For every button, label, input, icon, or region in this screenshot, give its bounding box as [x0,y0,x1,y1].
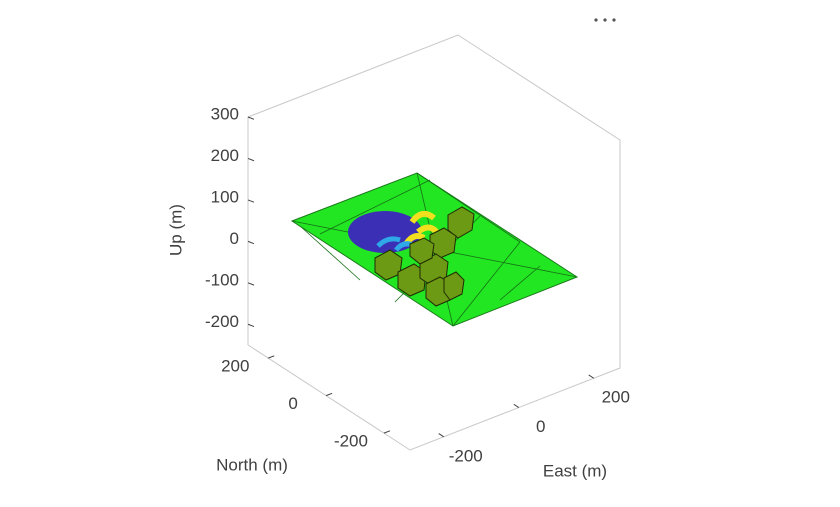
z-tick-label: 300 [211,104,239,123]
y-tick-label: 0 [288,394,297,413]
buildings [374,206,475,307]
dot [594,18,598,22]
z-tick [247,199,255,203]
y-tick [268,355,275,359]
z-tick-label: 200 [211,146,239,165]
x-tick [513,403,520,408]
z-tick [247,116,255,120]
z-tick-label: 0 [230,229,239,248]
scene [290,172,579,327]
z-tick-label: -200 [205,312,239,331]
z-tick-label: 100 [211,187,239,206]
dot [603,18,607,22]
x-tick-label: 200 [602,388,630,407]
z-tick [247,282,255,286]
x-tick [588,374,595,379]
x-tick [438,433,445,438]
z-axis-label: Up (m) [166,204,185,256]
x-tick-label: 0 [536,417,545,436]
y-axis-label: North (m) [216,455,288,474]
y-tick-label: 200 [221,357,249,376]
x-tick-label: -200 [449,446,483,465]
z-tick [247,240,255,245]
x-axis-label: East (m) [543,461,607,480]
dot [612,18,616,22]
toolbar-menu[interactable] [594,18,616,22]
z-tick [247,157,255,162]
y-tick-label: -200 [334,432,368,451]
y-tick [383,430,391,434]
y-tick [325,392,333,397]
z-tick-label: -100 [205,270,239,289]
z-tick [247,323,255,328]
